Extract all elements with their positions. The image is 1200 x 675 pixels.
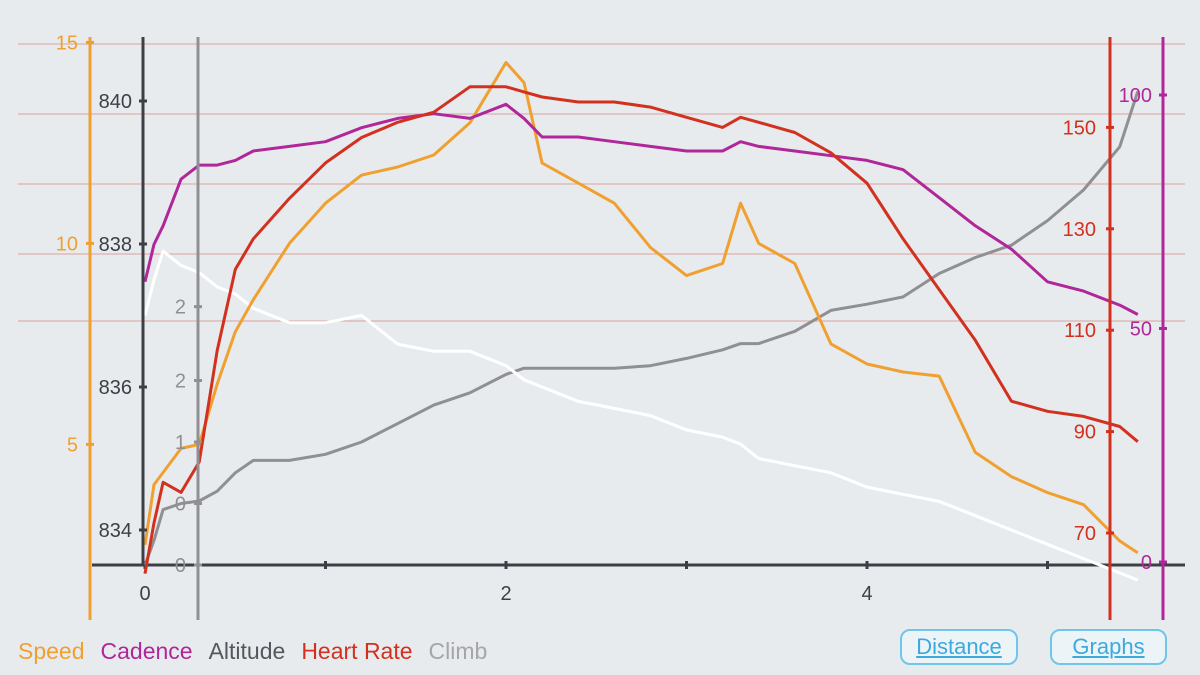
series-line-heart-rate: [143, 85, 1139, 574]
climb-tick-label: 2: [175, 297, 186, 319]
legend-climb: Climb: [428, 638, 488, 664]
altitude-tick-label: 838: [99, 234, 132, 256]
legend-altitude: Altitude: [208, 638, 286, 664]
series-line-speed: [143, 61, 1139, 555]
chart-legend: Speed Cadence Altitude Heart Rate Climb: [18, 638, 487, 665]
graphs-button[interactable]: Graphs: [1050, 629, 1167, 665]
cadence-tick-label: 50: [1130, 319, 1152, 341]
distance-button[interactable]: Distance: [900, 629, 1018, 665]
speed-tick-label: 15: [56, 32, 78, 54]
hr-tick-label: 90: [1074, 422, 1096, 444]
climb-tick-label: 0: [175, 494, 186, 516]
series-line-altitude: [143, 249, 1139, 582]
series-line-cadence: [143, 102, 1139, 316]
climb-tick-label: 2: [175, 371, 186, 393]
hr-tick-label: 150: [1063, 117, 1096, 139]
legend-heart-rate: Heart Rate: [301, 638, 413, 664]
hr-tick-label: 110: [1064, 320, 1096, 342]
altitude-tick-label: 836: [99, 377, 132, 399]
cadence-tick-label: 100: [1119, 85, 1152, 107]
cadence-tick-label: 0: [1141, 552, 1152, 574]
x-tick-label: 0: [139, 583, 150, 605]
climb-tick-label: 1: [175, 432, 186, 454]
legend-speed: Speed: [18, 638, 85, 664]
altitude-tick-label: 840: [99, 91, 132, 113]
hr-tick-label: 70: [1074, 523, 1096, 545]
speed-tick-label: 10: [56, 233, 78, 255]
x-tick-label: 4: [861, 583, 872, 605]
x-tick-label: 2: [500, 583, 511, 605]
speed-tick-label: 5: [67, 434, 78, 456]
series-line-climb: [143, 90, 1140, 566]
altitude-tick-label: 834: [99, 520, 132, 542]
legend-cadence: Cadence: [100, 638, 193, 664]
hr-tick-label: 130: [1063, 219, 1096, 241]
climb-tick-label: 0: [175, 555, 186, 577]
multi-axis-line-chart: 0 2 4 5 10 15 834 836 838 840 0 0 1 2 2 70 90 110 130 150 0 5…: [18, 32, 1185, 620]
